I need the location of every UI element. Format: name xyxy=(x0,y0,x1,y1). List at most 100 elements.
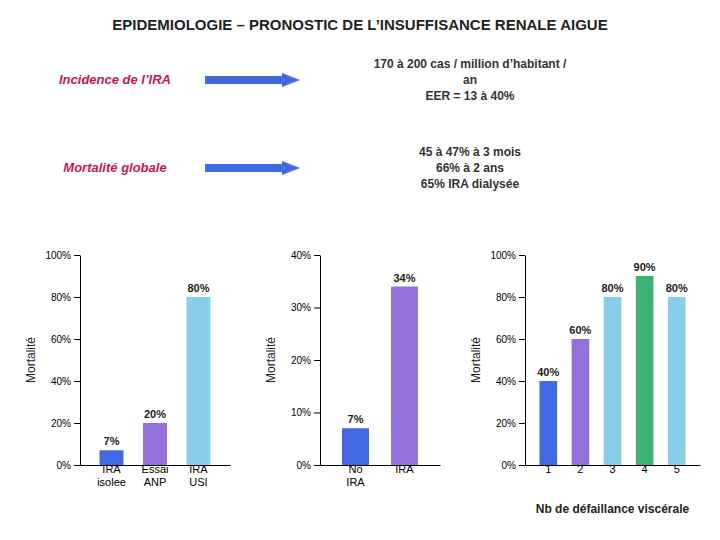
y-tick: 100% xyxy=(490,250,525,261)
y-tick-label: 80% xyxy=(496,292,516,303)
y-tick: 20% xyxy=(496,418,525,429)
x-tick-label: IRAisolee xyxy=(97,463,126,488)
axis-line xyxy=(321,465,441,466)
x-tick: EssaiANP xyxy=(142,463,169,488)
y-tick-label: 0% xyxy=(57,460,72,471)
bars xyxy=(342,287,418,466)
data-label: 34% xyxy=(393,272,415,284)
y-tick-label: 20% xyxy=(51,418,71,429)
y-tick: 40% xyxy=(291,250,320,261)
bars xyxy=(100,297,211,465)
y-axis-title: Mortalité xyxy=(24,337,38,383)
data-label: 7% xyxy=(104,435,120,447)
title: EPIDEMIOLOGIE – PRONOSTIC DE L’INSUFFISA… xyxy=(112,16,607,33)
x-axis-title: Nb de défaillance viscérale xyxy=(536,502,690,516)
y-tick: 20% xyxy=(291,355,320,366)
x-axis: IRAisolee EssaiANP IRAUSI xyxy=(81,463,231,488)
x-tick: IRAisolee xyxy=(97,463,126,488)
data-label: 60% xyxy=(569,324,591,336)
y-tick: 20% xyxy=(51,418,80,429)
bars xyxy=(539,276,685,465)
bar xyxy=(668,297,686,465)
y-tick: 80% xyxy=(51,292,80,303)
data-label: 80% xyxy=(601,282,623,294)
y-tick: 30% xyxy=(291,302,320,313)
annotation-label: Mortalité globale xyxy=(63,160,166,175)
data-label: 40% xyxy=(537,366,559,378)
y-tick-mark xyxy=(314,255,320,256)
chart: 0%20%40%60%80%100%1234540%60%80%90%80%Mo… xyxy=(469,250,701,516)
text-line: an xyxy=(463,73,477,87)
y-tick-label: 60% xyxy=(496,334,516,345)
y-tick: 60% xyxy=(496,334,525,345)
bar xyxy=(604,297,622,465)
y-tick: 40% xyxy=(51,376,80,387)
text-line: 65% IRA dialysée xyxy=(421,177,520,191)
y-tick-label: 30% xyxy=(291,302,311,313)
y-tick-mark xyxy=(519,381,525,382)
y-tick-mark xyxy=(519,423,525,424)
chart: 0% 10% 20% 30% 40% NoIRAIRA 7% 34% Mortalité xyxy=(264,250,441,488)
text-line: 170 à 200 cas / million d’habitant / xyxy=(374,57,567,71)
y-tick-label: 40% xyxy=(496,376,516,387)
y-tick-mark xyxy=(314,465,320,466)
y-tick-mark xyxy=(519,465,525,466)
x-tick-label: NoIRA xyxy=(346,463,365,488)
y-tick-mark xyxy=(74,297,80,298)
y-tick: 80% xyxy=(496,292,525,303)
data-label: 80% xyxy=(187,282,209,294)
y-tick: 0% xyxy=(57,460,80,471)
y-tick-mark xyxy=(74,255,80,256)
text-line: IRA xyxy=(346,476,365,488)
data-label: 20% xyxy=(144,408,166,420)
text-line: ANP xyxy=(144,476,167,488)
y-axis-title: Mortalité xyxy=(469,337,483,383)
data-label: 7% xyxy=(348,413,364,425)
y-tick-label: 10% xyxy=(291,407,311,418)
y-tick: 100% xyxy=(45,250,80,261)
bar xyxy=(143,423,167,465)
y-tick-label: 20% xyxy=(291,355,311,366)
y-tick: 0% xyxy=(502,460,525,471)
annotation-arrow xyxy=(205,73,300,87)
text-line: 45 à 47% à 3 mois xyxy=(419,145,521,159)
text-line: EER = 13 à 40% xyxy=(425,89,514,103)
y-tick-label: 20% xyxy=(496,418,516,429)
y-axis-title: Mortalité xyxy=(264,337,278,383)
y-axis: 0% 20% 40% 60% 80% 100% xyxy=(45,250,80,471)
y-tick-label: 40% xyxy=(291,250,311,261)
text-line: USI xyxy=(189,476,207,488)
chart: 0% 20% 40% 60% 80% 100% IRAisolee EssaiANP IRAUS… xyxy=(24,250,231,488)
bar xyxy=(636,276,654,465)
x-tick-label: IRAUSI xyxy=(189,463,208,488)
y-tick-mark xyxy=(314,360,320,361)
bar xyxy=(100,450,124,465)
x-tick-label: EssaiANP xyxy=(142,463,169,488)
x-tick: IRAUSI xyxy=(189,463,208,488)
y-tick-mark xyxy=(519,339,525,340)
y-tick-mark xyxy=(74,339,80,340)
y-tick-label: 0% xyxy=(502,460,517,471)
y-tick-mark xyxy=(74,423,80,424)
y-tick-label: 80% xyxy=(51,292,71,303)
y-tick-label: 0% xyxy=(297,460,312,471)
axis-line xyxy=(525,256,526,466)
x-axis: NoIRAIRA xyxy=(321,463,441,488)
y-tick-mark xyxy=(519,297,525,298)
bar xyxy=(187,297,211,465)
y-tick-label: 40% xyxy=(51,376,71,387)
bar xyxy=(539,381,557,465)
bar xyxy=(342,428,369,465)
y-tick: 60% xyxy=(51,334,80,345)
y-axis: 0% 20% 40% 60% 80% 100% xyxy=(490,250,525,471)
axis-line xyxy=(80,256,81,466)
data-label: 90% xyxy=(634,261,656,273)
annotation-text: 170 à 200 cas / million d’habitant / an EE… xyxy=(374,57,567,103)
y-tick-label: 100% xyxy=(490,250,516,261)
data-label: 80% xyxy=(666,282,688,294)
y-axis: 0% 10% 20% 30% 40% xyxy=(291,250,321,471)
y-tick-mark xyxy=(314,413,320,414)
bar xyxy=(572,339,590,465)
axis-line xyxy=(320,256,321,466)
text-line: isolee xyxy=(97,476,126,488)
